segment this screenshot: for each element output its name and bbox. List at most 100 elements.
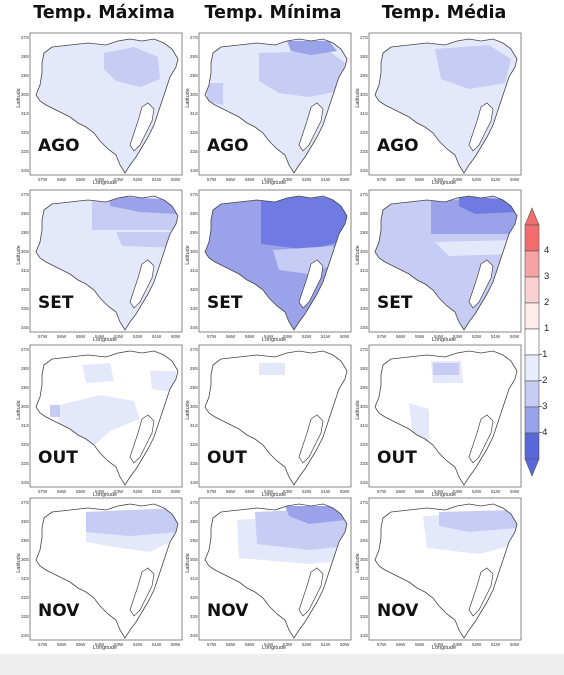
- map-graphic: 57W 56W 55W 54W 53W 52W 51W 50W 27S 28S 29S 30S 31S 3…: [21, 497, 183, 647]
- lat-tick-label: 31S: [360, 111, 368, 116]
- x-axis-label: Longitude: [92, 492, 118, 498]
- lon-tick-label: 54W: [264, 334, 274, 339]
- map-graphic: 57W 56W 55W 54W 53W 52W 51W 50W 27S 28S 29S 30S 31S 3…: [360, 497, 522, 647]
- lon-tick-label: 52W: [133, 489, 143, 494]
- x-axis-label: Longitude: [261, 492, 287, 498]
- map-graphic: 57W 56W 55W 54W 53W 52W 51W 50W 27S 28S 29S 30S 31S 3…: [21, 189, 183, 339]
- x-axis-label: Longitude: [431, 645, 457, 651]
- lat-tick-label: 33S: [360, 149, 368, 154]
- lon-tick-label: 51W: [321, 177, 331, 182]
- colorbar-segment: [524, 328, 540, 356]
- colorbar-segment: [524, 380, 540, 408]
- lat-tick-label: 27S: [21, 192, 29, 197]
- lon-tick-label: 54W: [434, 334, 444, 339]
- state-outline: [204, 503, 348, 639]
- column-title-mean: Temp. Média: [381, 3, 507, 23]
- x-axis-label: Longitude: [92, 180, 118, 186]
- lon-tick-label: 54W: [434, 177, 444, 182]
- lon-tick-label: 56W: [396, 489, 406, 494]
- y-axis-label: Latitude: [185, 88, 191, 108]
- lagoon-outline: [468, 414, 494, 464]
- lat-tick-label: 33S: [360, 306, 368, 311]
- x-axis-label: Longitude: [92, 337, 118, 343]
- lon-tick-label: 57W: [377, 642, 387, 647]
- map-graphic: 57W 56W 55W 54W 53W 52W 51W 50W 27S 28S 29S 30S 31S 3…: [21, 32, 183, 182]
- lagoon-outline: [129, 567, 155, 617]
- lat-tick-label: 31S: [190, 576, 198, 581]
- map-panel-ago-min: 57W 56W 55W 54W 53W 52W 51W 50W 27S 28S 29S 30S 31S 3…: [185, 29, 359, 189]
- lat-tick-label: 29S: [21, 73, 29, 78]
- lat-tick-label: 33S: [21, 149, 29, 154]
- lat-tick-label: 28S: [21, 519, 29, 524]
- lat-tick-label: 29S: [360, 230, 368, 235]
- month-label: AGO: [38, 136, 80, 156]
- lat-tick-label: 32S: [360, 130, 368, 135]
- lon-tick-label: 56W: [226, 334, 236, 339]
- lat-tick-label: 30S: [360, 557, 368, 562]
- month-label: SET: [38, 293, 74, 313]
- lon-tick-label: 54W: [95, 334, 105, 339]
- lat-tick-label: 31S: [21, 423, 29, 428]
- lon-tick-label: 53W: [283, 334, 293, 339]
- lon-tick-label: 50W: [340, 642, 350, 647]
- lon-tick-label: 53W: [453, 489, 463, 494]
- lon-tick-label: 51W: [491, 489, 501, 494]
- lon-tick-label: 51W: [152, 642, 162, 647]
- lon-tick-label: 51W: [321, 642, 331, 647]
- map-panel-ago-mean: 57W 56W 55W 54W 53W 52W 51W 50W 27S 28S 29S 30S 31S 3…: [355, 29, 529, 189]
- lon-tick-label: 50W: [510, 177, 520, 182]
- lat-tick-label: 32S: [190, 442, 198, 447]
- map-graphic: 57W 56W 55W 54W 53W 52W 51W 50W 27S 28S 29S 30S 31S 3…: [360, 344, 522, 494]
- lat-tick-label: 27S: [21, 347, 29, 352]
- lon-tick-label: 52W: [133, 177, 143, 182]
- lon-tick-label: 50W: [510, 642, 520, 647]
- lon-tick-label: 53W: [114, 334, 124, 339]
- lon-tick-label: 53W: [114, 489, 124, 494]
- map-panel-out-max: 57W 56W 55W 54W 53W 52W 51W 50W 27S 28S 29S 30S 31S 3…: [16, 341, 190, 501]
- lat-tick-label: 32S: [190, 287, 198, 292]
- lon-tick-label: 56W: [226, 489, 236, 494]
- lat-tick-label: 27S: [360, 347, 368, 352]
- lat-tick-label: 34S: [190, 633, 198, 638]
- lon-tick-label: 56W: [396, 177, 406, 182]
- lat-tick-label: 28S: [360, 211, 368, 216]
- lat-tick-label: 29S: [21, 230, 29, 235]
- lat-tick-label: 31S: [21, 576, 29, 581]
- lat-tick-label: 28S: [21, 366, 29, 371]
- lon-tick-label: 55W: [245, 334, 255, 339]
- lagoon-outline: [129, 102, 155, 152]
- lat-tick-label: 28S: [190, 211, 198, 216]
- lat-tick-label: 33S: [190, 461, 198, 466]
- lagoon-outline: [468, 102, 494, 152]
- lon-tick-label: 51W: [491, 177, 501, 182]
- lon-tick-label: 51W: [152, 334, 162, 339]
- lon-tick-label: 57W: [38, 642, 48, 647]
- y-axis-label: Latitude: [16, 245, 22, 265]
- lat-tick-label: 33S: [190, 306, 198, 311]
- lat-tick-label: 30S: [190, 404, 198, 409]
- lat-tick-label: 34S: [21, 325, 29, 330]
- anomaly-region: [207, 83, 223, 105]
- map-graphic: 57W 56W 55W 54W 53W 52W 51W 50W 27S 28S 29S 30S 31S 3…: [360, 32, 522, 182]
- map-panel-nov-mean: 57W 56W 55W 54W 53W 52W 51W 50W 27S 28S 29S 30S 31S 3…: [355, 494, 529, 654]
- colorbar-segment: [524, 224, 540, 252]
- lat-tick-label: 27S: [21, 35, 29, 40]
- lon-tick-label: 50W: [171, 489, 181, 494]
- state-outline: [374, 503, 518, 639]
- lon-tick-label: 55W: [76, 334, 86, 339]
- lat-tick-label: 29S: [190, 385, 198, 390]
- state-outline: [35, 195, 179, 331]
- colorbar-max-arrow: [524, 207, 540, 226]
- lon-tick-label: 51W: [491, 642, 501, 647]
- lat-tick-label: 28S: [190, 54, 198, 59]
- state-outline: [35, 503, 179, 639]
- lat-tick-label: 27S: [190, 347, 198, 352]
- colorbar-segment: [524, 250, 540, 278]
- lat-tick-label: 33S: [190, 614, 198, 619]
- map-graphic: 57W 56W 55W 54W 53W 52W 51W 50W 27S 28S 29S 30S 31S 3…: [190, 497, 352, 647]
- lon-tick-label: 56W: [226, 177, 236, 182]
- colorbar-segment: [524, 354, 540, 382]
- colorbar-tick-label: -2: [539, 375, 548, 386]
- lon-tick-label: 51W: [491, 334, 501, 339]
- lat-tick-label: 34S: [190, 480, 198, 485]
